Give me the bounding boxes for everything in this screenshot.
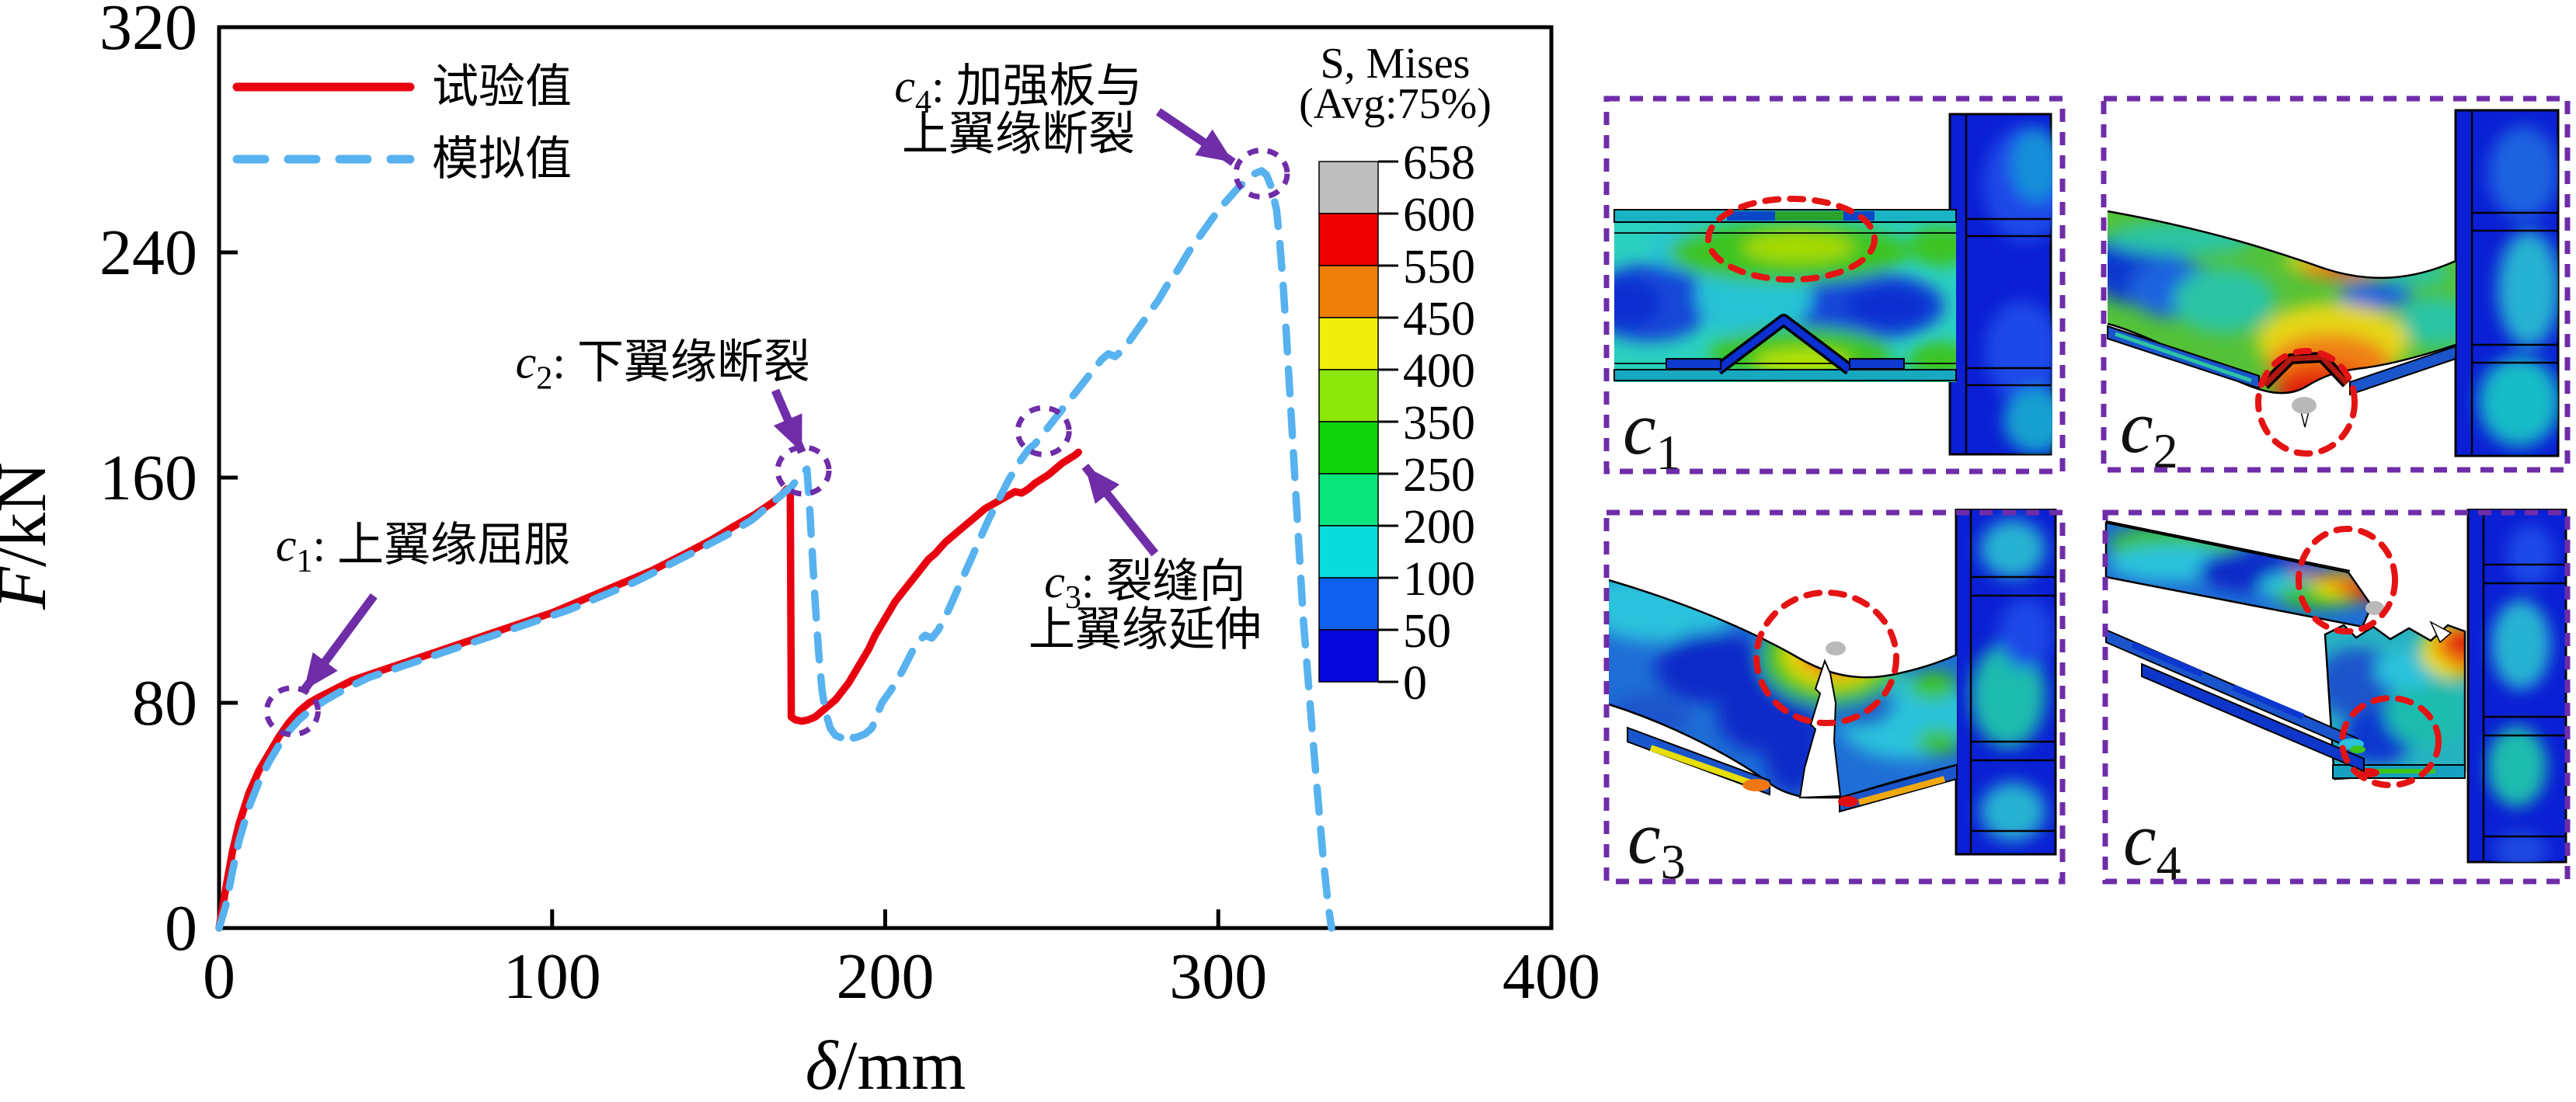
y-tick-label: 0 (165, 892, 197, 965)
panel-label-c3: c3 (1627, 796, 1686, 885)
annotation-arrow (771, 388, 806, 454)
panel-label-c1: c1 (1623, 387, 1681, 475)
colorbar-title: S, Mises (1321, 40, 1471, 88)
upper-flange-fragment-c4 (2104, 520, 2384, 628)
max-stress-spot (2292, 397, 2317, 414)
y-tick-label: 320 (99, 0, 197, 64)
annotation-text: c3: 裂缝向 (1044, 556, 1245, 616)
beam-c1 (1613, 209, 1957, 382)
panel-label-c4: c4 (2123, 798, 2181, 885)
y-tick-label: 240 (99, 217, 197, 289)
lower-flange-fragments-c4 (2105, 628, 2365, 773)
crack-wedge (1798, 659, 1842, 799)
x-tick-label: 100 (503, 940, 601, 1013)
colorbar-tick-label: 658 (1403, 137, 1475, 189)
x-tick-label: 0 (203, 940, 235, 1013)
panel-label-c2: c2 (2120, 385, 2178, 474)
annotation-arrow (300, 593, 378, 693)
annotation-circle (1015, 405, 1072, 457)
column-c3 (1955, 509, 2057, 856)
beam-c2 (2107, 210, 2456, 428)
beam-c3 (1608, 579, 1958, 813)
colorbar-tick-label: 250 (1403, 449, 1475, 502)
y-tick-label: 160 (99, 442, 197, 514)
upper-fracture-highlight (2296, 526, 2398, 634)
colorbar-swatch (1318, 629, 1379, 683)
fem-panel-c1: c1 (1603, 95, 2066, 475)
mises-colorbar: S, Mises(Avg:75%) 65860055045040035025020… (1299, 40, 1492, 710)
colorbar-swatch (1318, 317, 1379, 370)
colorbar-swatch (1318, 421, 1379, 475)
yield-highlight-ellipse (1705, 196, 1878, 283)
column-c1 (1948, 113, 2052, 456)
max-stress-spot (2365, 601, 2384, 615)
annotation-text: c2: 下翼缘断裂 (516, 336, 810, 396)
annotation-c2: c2: 下翼缘断裂 (516, 336, 832, 497)
lower-fracture-highlight (2339, 695, 2442, 788)
data-curves (215, 167, 1335, 932)
experimental-curve (215, 448, 1082, 932)
annotation-text-line2: 上翼缘延伸 (1029, 604, 1262, 655)
column-c2 (2454, 109, 2560, 457)
y-axis-title: F/kN (0, 462, 61, 610)
fracture-gap (2429, 621, 2452, 644)
colorbar-swatch (1318, 213, 1379, 266)
colorbar-swatch (1318, 265, 1379, 318)
colorbar-swatch (1318, 577, 1379, 631)
colorbar-tick-label: 450 (1403, 293, 1475, 346)
annotation-circle (263, 685, 321, 738)
colorbar-subtitle: (Avg:75%) (1299, 80, 1492, 128)
colorbar-tick-label: 100 (1403, 553, 1475, 606)
fem-panel-c4: c4 (2101, 509, 2571, 885)
legend-label: 试验值 (432, 61, 572, 113)
colorbar-tick-label: 600 (1403, 189, 1475, 242)
colorbar-swatch (1318, 161, 1379, 214)
annotation-arrow (1155, 108, 1236, 166)
colorbar-tick-label: 200 (1403, 501, 1475, 554)
x-tick-label: 300 (1169, 940, 1267, 1013)
annotation-text: c4: 加强板与 (894, 61, 1142, 120)
simulated-curve (215, 167, 1335, 932)
x-axis-title: δ/mm (806, 1027, 966, 1102)
colorbar-tick-label: 350 (1403, 397, 1475, 450)
column-c4 (2466, 509, 2567, 864)
crack-tip-highlight (1753, 589, 1899, 726)
colorbar-tick-label: 400 (1403, 345, 1475, 398)
panel-border (1603, 96, 2066, 475)
fracture-highlight-circle (2255, 348, 2358, 457)
annotation-arrow (1081, 464, 1159, 557)
axis-titles: δ/mm F/kN (0, 462, 966, 1102)
annotation-c1: c1: 上翼缘屈服 (263, 520, 570, 738)
colorbar-swatch (1318, 369, 1379, 422)
max-stress-spot (1826, 641, 1846, 655)
colorbar-swatch (1318, 525, 1379, 579)
panel-border (2102, 509, 2571, 885)
colorbar-tick-label: 550 (1403, 241, 1475, 294)
legend-label: 模拟值 (432, 134, 572, 185)
colorbar-tick-label: 0 (1403, 657, 1427, 710)
x-tick-label: 200 (837, 940, 935, 1013)
annotation-circle (1233, 148, 1290, 200)
annotation-text: c1: 上翼缘屈服 (276, 520, 570, 579)
x-tick-label: 400 (1502, 940, 1600, 1013)
colorbar-tick-label: 50 (1403, 605, 1451, 658)
fem-panel-c2: c2 (2100, 95, 2571, 474)
fem-panel-c3: c3 (1603, 509, 2066, 885)
panel-border (1603, 509, 2066, 885)
colorbar-swatch (1318, 473, 1379, 527)
annotation-text-line2: 上翼缘断裂 (902, 109, 1135, 160)
y-tick-label: 80 (132, 667, 197, 739)
annotation-circle (775, 444, 832, 497)
